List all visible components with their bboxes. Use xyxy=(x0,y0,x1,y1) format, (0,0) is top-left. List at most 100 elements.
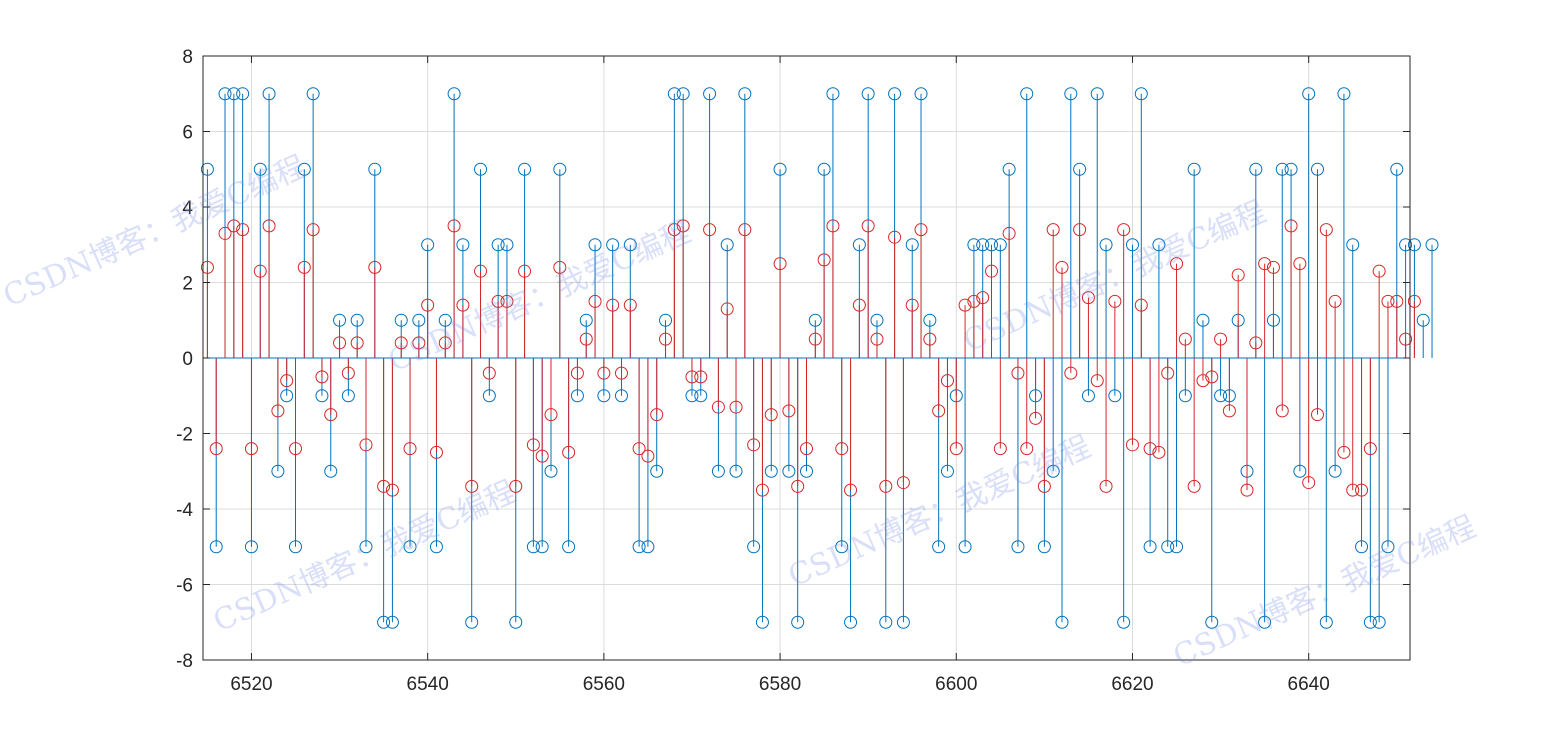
stem-marker xyxy=(676,219,690,233)
stem-marker xyxy=(1081,291,1095,305)
stem-marker xyxy=(1125,438,1139,452)
stem-marker xyxy=(1073,162,1087,176)
stem-marker xyxy=(896,615,910,629)
stem-marker xyxy=(738,223,752,237)
stem-marker xyxy=(1178,332,1192,346)
stem-marker xyxy=(341,366,355,380)
stem-marker xyxy=(1020,87,1034,101)
stem-marker xyxy=(1143,442,1157,456)
stem-marker xyxy=(421,238,435,252)
stem-marker xyxy=(306,223,320,237)
stem-marker xyxy=(271,404,285,418)
stem-marker xyxy=(429,445,443,459)
stem-marker xyxy=(879,479,893,493)
stem-marker xyxy=(985,264,999,278)
stem-marker xyxy=(1319,615,1333,629)
stem-marker xyxy=(958,298,972,312)
stem-marker xyxy=(474,264,488,278)
stem-marker xyxy=(482,389,496,403)
stem-marker xyxy=(1214,389,1228,403)
stem-marker xyxy=(544,408,558,422)
stem-marker xyxy=(826,219,840,233)
y-tick-label: -6 xyxy=(176,576,193,597)
stem-marker xyxy=(1399,238,1413,252)
stem-marker xyxy=(976,238,990,252)
stem-marker xyxy=(1319,223,1333,237)
stem-marker xyxy=(209,540,223,554)
stem-marker xyxy=(808,332,822,346)
stem-marker xyxy=(1170,257,1184,271)
y-tick-label: -8 xyxy=(176,651,193,672)
stem-marker xyxy=(218,87,232,101)
stem-marker xyxy=(1064,87,1078,101)
stem-marker xyxy=(888,230,902,244)
y-tick-label: 2 xyxy=(182,274,193,295)
stem-marker xyxy=(1266,260,1280,274)
stem-marker xyxy=(368,162,382,176)
stem-marker xyxy=(350,336,364,350)
stem-marker xyxy=(659,332,673,346)
stem-marker xyxy=(500,238,514,252)
stem-marker xyxy=(227,87,241,101)
stem-marker xyxy=(1108,389,1122,403)
stem-marker xyxy=(1002,226,1016,240)
y-tick-label: 4 xyxy=(182,198,193,219)
stem-marker xyxy=(385,483,399,497)
stem-marker xyxy=(835,442,849,456)
stem-marker xyxy=(588,238,602,252)
stem-marker xyxy=(1346,238,1360,252)
stem-marker xyxy=(694,389,708,403)
stem-marker xyxy=(218,226,232,240)
stem-marker xyxy=(403,442,417,456)
stem-marker xyxy=(570,366,584,380)
stem-marker xyxy=(932,540,946,554)
stem-marker xyxy=(1073,223,1087,237)
stem-marker xyxy=(703,223,717,237)
stem-marker xyxy=(923,332,937,346)
stem-marker xyxy=(244,540,258,554)
x-tick-label: 6520 xyxy=(230,674,272,695)
stem-marker xyxy=(535,540,549,554)
stem-marker xyxy=(667,87,681,101)
stem-marker xyxy=(985,238,999,252)
stem-marker xyxy=(632,540,646,554)
stem-marker xyxy=(1337,445,1351,459)
stem-marker xyxy=(1196,313,1210,327)
stem-marker xyxy=(861,219,875,233)
x-tick-label: 6600 xyxy=(935,674,977,695)
stem-marker xyxy=(518,162,532,176)
stem-marker xyxy=(315,389,329,403)
stem-marker xyxy=(1187,162,1201,176)
stem-marker xyxy=(1117,223,1131,237)
stem-marker xyxy=(535,449,549,463)
stem-marker xyxy=(262,87,276,101)
stem-marker xyxy=(852,238,866,252)
stem-marker xyxy=(236,223,250,237)
stem-marker xyxy=(888,87,902,101)
stem-marker xyxy=(764,408,778,422)
stem-marker xyxy=(438,336,452,350)
stem-marker xyxy=(333,336,347,350)
stem-marker xyxy=(562,445,576,459)
stem-marker xyxy=(773,162,787,176)
stem-marker xyxy=(1029,411,1043,425)
stem-marker xyxy=(1108,294,1122,308)
stem-marker xyxy=(1002,162,1016,176)
stem-marker xyxy=(676,87,690,101)
stem-marker xyxy=(782,464,796,478)
stem-marker xyxy=(200,162,214,176)
stem-marker xyxy=(870,313,884,327)
stem-marker xyxy=(870,332,884,346)
y-tick-label: 0 xyxy=(182,349,193,370)
stem-marker xyxy=(1275,404,1289,418)
stem-marker xyxy=(482,366,496,380)
stem-marker xyxy=(262,219,276,233)
stem-marker xyxy=(694,370,708,384)
stem-marker xyxy=(553,162,567,176)
stem-marker xyxy=(729,464,743,478)
stem-marker xyxy=(1240,483,1254,497)
stem-marker xyxy=(297,162,311,176)
stem-marker xyxy=(1099,238,1113,252)
stem-marker xyxy=(253,162,267,176)
stem-marker xyxy=(209,442,223,456)
